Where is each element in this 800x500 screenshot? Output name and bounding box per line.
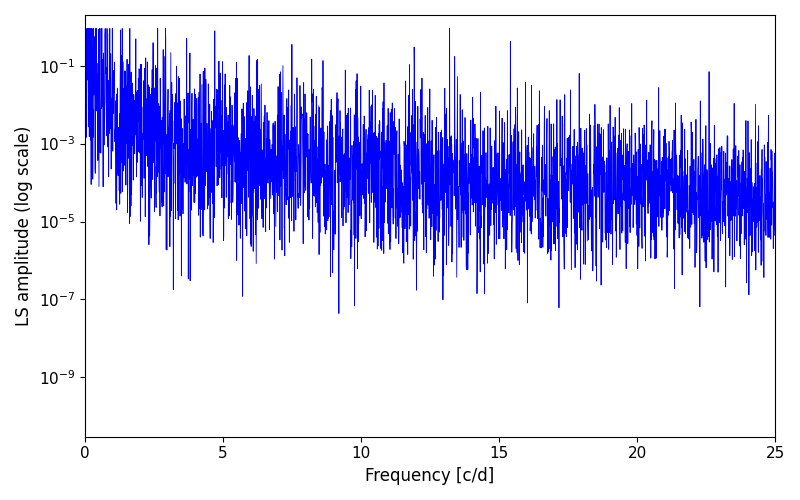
Y-axis label: LS amplitude (log scale): LS amplitude (log scale) xyxy=(15,126,33,326)
X-axis label: Frequency [c/d]: Frequency [c/d] xyxy=(366,467,494,485)
